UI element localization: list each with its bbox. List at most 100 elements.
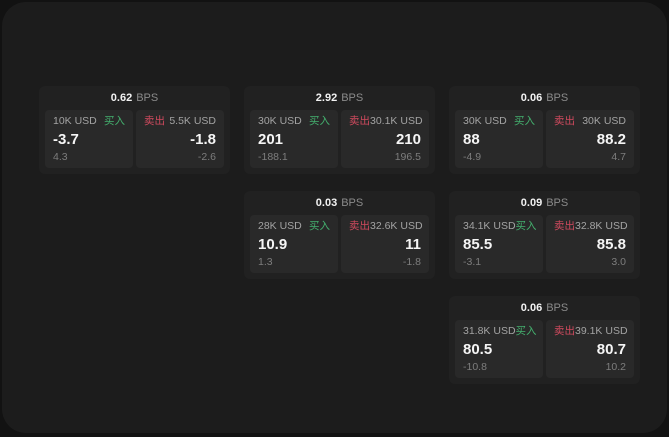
bps-value: 0.06 <box>520 302 543 314</box>
card-body: 28K USD 买入 10.9 1.3 卖出 32.6K USD 11 -1.8 <box>244 215 435 279</box>
buy-tile-top: 30K USD 买入 <box>463 116 535 127</box>
bps-value: 0.09 <box>520 197 543 209</box>
sell-quote-tile[interactable]: 卖出 30K USD 88.2 4.7 <box>546 110 634 168</box>
bps-value: 0.06 <box>520 92 543 104</box>
buy-quote-tile[interactable]: 30K USD 买入 88 -4.9 <box>455 110 543 168</box>
cards-grid: 0.62 BPS 10K USD 买入 -3.7 4.3 卖出 5.5K USD… <box>39 86 640 384</box>
bps-unit-label: BPS <box>341 92 364 104</box>
bps-unit-label: BPS <box>341 197 364 209</box>
sell-tile-top: 卖出 32.6K USD <box>349 220 423 232</box>
sell-sub-value: -1.8 <box>402 255 421 268</box>
buy-side-label: 买入 <box>514 115 535 127</box>
sell-amount: 30K USD <box>582 115 626 127</box>
sell-price: 210 <box>395 130 421 148</box>
buy-amount: 10K USD <box>53 115 97 127</box>
buy-price: 85.5 <box>463 235 493 253</box>
buy-side-label: 买入 <box>309 115 330 127</box>
sell-price: 85.8 <box>596 235 626 253</box>
sell-amount: 32.6K USD <box>370 220 423 232</box>
card-header: 0.06 BPS <box>449 296 640 320</box>
sell-price: -1.8 <box>190 130 216 148</box>
sell-quote-tile[interactable]: 卖出 30.1K USD 210 196.5 <box>341 110 429 168</box>
bps-unit-label: BPS <box>546 197 569 209</box>
sell-sub-value: 10.2 <box>605 360 626 373</box>
buy-price: 80.5 <box>463 340 493 358</box>
sell-side-label: 卖出 <box>349 220 370 232</box>
sell-sub-value: 196.5 <box>394 150 421 163</box>
bps-value: 2.92 <box>315 92 338 104</box>
buy-side-label: 买入 <box>515 325 537 337</box>
buy-tile-top: 30K USD 买入 <box>258 116 330 127</box>
sell-side-label: 卖出 <box>554 115 575 127</box>
card-header: 0.03 BPS <box>244 191 435 215</box>
buy-price: -3.7 <box>53 130 79 148</box>
sell-quote-tile[interactable]: 卖出 32.8K USD 85.8 3.0 <box>546 215 634 273</box>
buy-tile-top: 10K USD 买入 <box>53 116 125 127</box>
quote-card: 0.06 BPS 30K USD 买入 88 -4.9 卖出 30K USD 8… <box>449 86 640 174</box>
sell-tile-top: 卖出 32.8K USD <box>554 220 628 232</box>
sell-sub-value: 4.7 <box>611 150 626 163</box>
buy-sub-value: 4.3 <box>53 150 68 163</box>
buy-quote-tile[interactable]: 31.8K USD 买入 80.5 -10.8 <box>455 320 543 378</box>
buy-quote-tile[interactable]: 28K USD 买入 10.9 1.3 <box>250 215 338 273</box>
sell-side-label: 卖出 <box>554 220 575 232</box>
sell-quote-tile[interactable]: 卖出 39.1K USD 80.7 10.2 <box>546 320 634 378</box>
buy-side-label: 买入 <box>515 220 537 232</box>
buy-sub-value: -10.8 <box>463 360 487 373</box>
quote-card: 0.62 BPS 10K USD 买入 -3.7 4.3 卖出 5.5K USD… <box>39 86 230 174</box>
bps-unit-label: BPS <box>546 302 569 314</box>
bps-value: 0.03 <box>315 197 338 209</box>
buy-price: 88 <box>463 130 480 148</box>
buy-quote-tile[interactable]: 34.1K USD 买入 85.5 -3.1 <box>455 215 543 273</box>
buy-tile-top: 34.1K USD 买入 <box>463 220 537 232</box>
sell-tile-top: 卖出 30K USD <box>554 116 626 127</box>
sell-side-label: 卖出 <box>554 325 575 337</box>
buy-amount: 34.1K USD <box>463 220 516 232</box>
card-body: 31.8K USD 买入 80.5 -10.8 卖出 39.1K USD 80.… <box>449 320 640 384</box>
quote-card: 0.03 BPS 28K USD 买入 10.9 1.3 卖出 32.6K US… <box>244 191 435 279</box>
buy-quote-tile[interactable]: 10K USD 买入 -3.7 4.3 <box>45 110 133 168</box>
quote-card: 0.06 BPS 31.8K USD 买入 80.5 -10.8 卖出 39.1… <box>449 296 640 384</box>
buy-price: 201 <box>258 130 284 148</box>
buy-tile-top: 31.8K USD 买入 <box>463 325 537 337</box>
buy-sub-value: 1.3 <box>258 255 273 268</box>
sell-side-label: 卖出 <box>349 115 370 127</box>
buy-sub-value: -4.9 <box>463 150 482 163</box>
sell-price: 80.7 <box>596 340 626 358</box>
buy-amount: 30K USD <box>463 115 507 127</box>
sell-amount: 30.1K USD <box>370 115 423 127</box>
buy-side-label: 买入 <box>309 220 330 232</box>
sell-tile-top: 卖出 30.1K USD <box>349 115 423 127</box>
card-header: 0.62 BPS <box>39 86 230 110</box>
sell-tile-top: 卖出 5.5K USD <box>144 116 216 127</box>
bps-unit-label: BPS <box>136 92 159 104</box>
quote-card: 2.92 BPS 30K USD 买入 201 -188.1 卖出 30.1K … <box>244 86 435 174</box>
sell-amount: 39.1K USD <box>575 325 628 337</box>
buy-amount: 30K USD <box>258 115 302 127</box>
card-header: 0.06 BPS <box>449 86 640 110</box>
card-body: 30K USD 买入 88 -4.9 卖出 30K USD 88.2 4.7 <box>449 110 640 174</box>
buy-quote-tile[interactable]: 30K USD 买入 201 -188.1 <box>250 110 338 168</box>
buy-sub-value: -3.1 <box>463 255 482 268</box>
sell-sub-value: 3.0 <box>611 255 626 268</box>
sell-quote-tile[interactable]: 卖出 32.6K USD 11 -1.8 <box>341 215 429 273</box>
card-body: 30K USD 买入 201 -188.1 卖出 30.1K USD 210 1… <box>244 110 435 174</box>
buy-tile-top: 28K USD 买入 <box>258 221 330 232</box>
buy-amount: 28K USD <box>258 220 302 232</box>
sell-tile-top: 卖出 39.1K USD <box>554 325 628 337</box>
buy-sub-value: -188.1 <box>258 150 288 163</box>
sell-quote-tile[interactable]: 卖出 5.5K USD -1.8 -2.6 <box>136 110 224 168</box>
quote-card: 0.09 BPS 34.1K USD 买入 85.5 -3.1 卖出 32.8K… <box>449 191 640 279</box>
sell-price: 88.2 <box>596 130 626 148</box>
card-header: 0.09 BPS <box>449 191 640 215</box>
card-header: 2.92 BPS <box>244 86 435 110</box>
bps-value: 0.62 <box>110 92 133 104</box>
sell-amount: 5.5K USD <box>169 115 216 127</box>
buy-price: 10.9 <box>258 235 288 253</box>
card-body: 34.1K USD 买入 85.5 -3.1 卖出 32.8K USD 85.8… <box>449 215 640 279</box>
bps-unit-label: BPS <box>546 92 569 104</box>
sell-amount: 32.8K USD <box>575 220 628 232</box>
sell-sub-value: -2.6 <box>197 150 216 163</box>
card-body: 10K USD 买入 -3.7 4.3 卖出 5.5K USD -1.8 -2.… <box>39 110 230 174</box>
